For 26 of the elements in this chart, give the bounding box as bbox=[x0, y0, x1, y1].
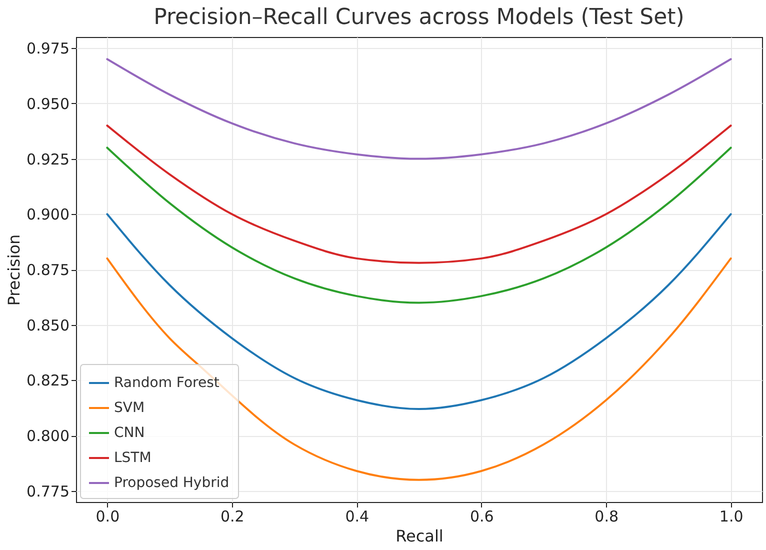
x-tick-label: 1.0 bbox=[719, 508, 744, 526]
line-series bbox=[106, 124, 732, 264]
x-tick-label: 0.2 bbox=[220, 508, 244, 526]
x-tick-label: 0.4 bbox=[345, 508, 370, 526]
legend-label: LSTM bbox=[114, 450, 152, 466]
y-axis-title: Precision bbox=[4, 234, 24, 306]
y-tick-label: 0.975 bbox=[26, 40, 70, 58]
y-tick-label: 0.950 bbox=[26, 94, 70, 113]
y-tick-label: 0.900 bbox=[26, 206, 70, 224]
legend-label: Random Forest bbox=[114, 375, 220, 391]
y-tick-label: 0.800 bbox=[26, 427, 70, 446]
x-tick-label: 0.6 bbox=[470, 508, 494, 526]
line-series bbox=[106, 58, 732, 160]
x-axis-title: Recall bbox=[396, 526, 444, 546]
legend-label: Proposed Hybrid bbox=[114, 475, 230, 491]
y-tick-label: 0.775 bbox=[26, 482, 70, 500]
line-series bbox=[106, 146, 732, 304]
y-tick-label: 0.925 bbox=[26, 150, 70, 168]
chart-title: Precision–Recall Curves across Models (Test Set) bbox=[154, 5, 684, 30]
y-tick-label: 0.850 bbox=[26, 316, 70, 334]
y-tick-label: 0.875 bbox=[26, 261, 70, 279]
x-tick-label: 0.8 bbox=[594, 508, 619, 526]
y-tick-label: 0.825 bbox=[26, 372, 70, 390]
x-tick-label: 0.0 bbox=[96, 508, 120, 526]
legend-label: SVM bbox=[114, 400, 145, 416]
legend-label: CNN bbox=[114, 425, 145, 441]
